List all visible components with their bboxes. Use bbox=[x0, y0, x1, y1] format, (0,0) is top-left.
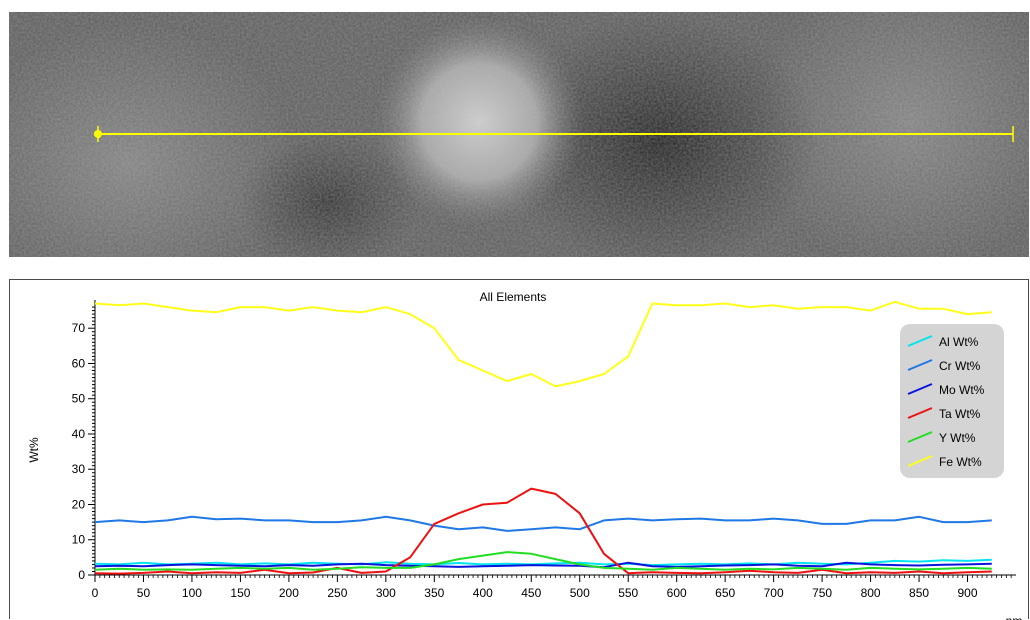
legend-swatch-mo bbox=[907, 383, 933, 395]
series-line-ta bbox=[94, 487, 992, 575]
y-tick-label: 0 bbox=[78, 568, 85, 582]
y-tick-label: 60 bbox=[72, 356, 86, 370]
x-tick-label: 300 bbox=[376, 586, 396, 600]
x-tick-label: 750 bbox=[812, 586, 832, 600]
legend-label-ta: Ta Wt% bbox=[939, 407, 981, 421]
chart-title: All Elements bbox=[480, 290, 547, 304]
x-axis-label: nm bbox=[1006, 614, 1023, 620]
y-axis-label: Wt% bbox=[27, 437, 41, 463]
x-tick-label: 400 bbox=[473, 586, 493, 600]
x-tick-label: 500 bbox=[570, 586, 590, 600]
legend-swatch-ta bbox=[907, 407, 933, 419]
legend-swatch-al bbox=[907, 335, 933, 347]
x-tick-label: 450 bbox=[521, 586, 541, 600]
x-tick-label: 650 bbox=[715, 586, 735, 600]
x-tick-label: 50 bbox=[137, 586, 151, 600]
x-tick-label: 150 bbox=[230, 586, 250, 600]
legend-label-cr: Cr Wt% bbox=[939, 359, 981, 373]
x-tick-label: 900 bbox=[958, 586, 978, 600]
x-tick-label: 550 bbox=[618, 586, 638, 600]
legend-label-y: Y Wt% bbox=[939, 431, 976, 445]
x-tick-label: 700 bbox=[764, 586, 784, 600]
x-tick-label: 0 bbox=[92, 586, 99, 600]
y-tick-label: 50 bbox=[72, 392, 86, 406]
chart-panel: All Elements Wt% nm 01020304050607005010… bbox=[9, 279, 1029, 620]
legend-swatch-y bbox=[907, 431, 933, 443]
legend-swatch-fe bbox=[907, 455, 933, 467]
stem-micrograph bbox=[9, 12, 1029, 257]
series-line-fe bbox=[94, 300, 992, 388]
y-tick-label: 70 bbox=[72, 321, 86, 335]
y-tick-label: 40 bbox=[72, 427, 86, 441]
x-tick-label: 100 bbox=[182, 586, 202, 600]
series-layer bbox=[94, 300, 992, 575]
y-tick-label: 20 bbox=[72, 497, 86, 511]
y-tick-label: 10 bbox=[72, 533, 86, 547]
legend-label-fe: Fe Wt% bbox=[939, 455, 982, 469]
x-tick-label: 800 bbox=[861, 586, 881, 600]
legend: Al Wt% Cr Wt% Mo Wt% Ta Wt% Y Wt% Fe Wt% bbox=[900, 324, 1004, 478]
series-line-mo bbox=[94, 561, 992, 569]
x-tick-label: 350 bbox=[424, 586, 444, 600]
line-chart: All Elements Wt% nm 01020304050607005010… bbox=[27, 290, 1023, 620]
series-line-y bbox=[94, 551, 992, 571]
y-tick-label: 30 bbox=[72, 462, 86, 476]
legend-swatch-cr bbox=[907, 359, 933, 371]
x-tick-label: 200 bbox=[279, 586, 299, 600]
x-tick-label: 600 bbox=[667, 586, 687, 600]
x-tick-label: 850 bbox=[909, 586, 929, 600]
scan-line-start-dot bbox=[94, 130, 102, 138]
series-line-cr bbox=[94, 515, 992, 532]
legend-label-al: Al Wt% bbox=[939, 335, 979, 349]
line-scan-marker[interactable] bbox=[94, 126, 1014, 142]
x-tick-label: 250 bbox=[327, 586, 347, 600]
legend-label-mo: Mo Wt% bbox=[939, 383, 985, 397]
